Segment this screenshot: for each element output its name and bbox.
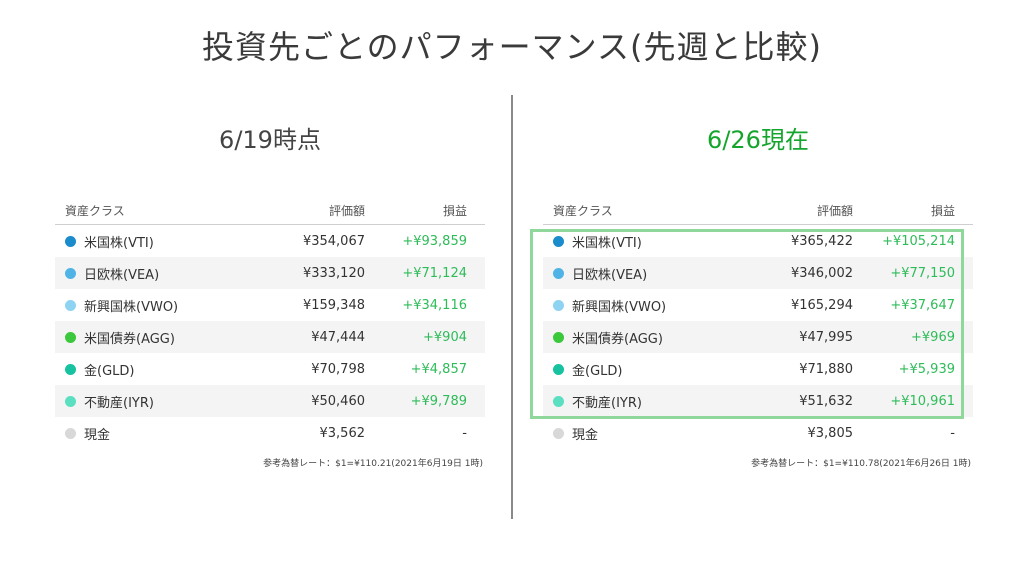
asset-pl: +¥969 bbox=[911, 329, 955, 345]
table-row: 日欧株(VEA) ¥333,120 +¥71,124 bbox=[55, 257, 485, 289]
asset-pl: +¥34,116 bbox=[402, 297, 467, 313]
table-row: 新興国株(VWO) ¥159,348 +¥34,116 bbox=[55, 289, 485, 321]
holdings-table-current: 資産クラス 評価額 損益 米国株(VTI) ¥365,422 +¥105,214… bbox=[543, 196, 973, 449]
asset-value: ¥365,422 bbox=[790, 233, 853, 249]
table-row: 米国債券(AGG) ¥47,995 +¥969 bbox=[543, 321, 973, 353]
asset-name: 米国債券(AGG) bbox=[84, 331, 175, 347]
asset-pl: +¥10,961 bbox=[890, 393, 955, 409]
header-asset-class: 資産クラス bbox=[65, 203, 125, 218]
asset-value: ¥3,562 bbox=[319, 425, 366, 441]
table-row: 現金 ¥3,805 - bbox=[543, 417, 973, 449]
asset-pl: +¥71,124 bbox=[402, 265, 467, 281]
asset-value: ¥165,294 bbox=[790, 297, 853, 313]
vea-color-dot bbox=[65, 267, 76, 279]
table-row: 米国株(VTI) ¥365,422 +¥105,214 bbox=[543, 225, 973, 257]
asset-value: ¥70,798 bbox=[311, 361, 365, 377]
asset-value: ¥47,444 bbox=[311, 329, 365, 345]
gld-color-dot bbox=[65, 363, 76, 375]
table-row: 日欧株(VEA) ¥346,002 +¥77,150 bbox=[543, 257, 973, 289]
asset-name: 不動産(IYR) bbox=[572, 395, 642, 411]
panel-heading-current: 6/26現在 bbox=[707, 126, 809, 154]
header-value: 評価額 bbox=[816, 203, 853, 218]
asset-value: ¥51,632 bbox=[799, 393, 853, 409]
header-pl: 損益 bbox=[442, 203, 467, 218]
asset-pl: - bbox=[950, 425, 955, 441]
asset-value: ¥47,995 bbox=[799, 329, 853, 345]
asset-pl: +¥4,857 bbox=[410, 361, 467, 377]
holdings-table-previous: 資産クラス 評価額 損益 米国株(VTI) ¥354,067 +¥93,859 … bbox=[55, 196, 485, 449]
cash-color-dot bbox=[553, 427, 564, 439]
asset-pl: +¥37,647 bbox=[890, 297, 955, 313]
asset-value: ¥3,805 bbox=[807, 425, 854, 441]
vwo-color-dot bbox=[65, 299, 76, 311]
iyr-color-dot bbox=[65, 395, 76, 407]
asset-value: ¥71,880 bbox=[799, 361, 853, 377]
asset-name: 金(GLD) bbox=[84, 363, 135, 379]
cash-color-dot bbox=[65, 427, 76, 439]
highlight-box bbox=[530, 229, 964, 419]
asset-name: 米国株(VTI) bbox=[572, 235, 642, 251]
asset-pl: +¥105,214 bbox=[882, 233, 955, 249]
asset-name: 新興国株(VWO) bbox=[84, 299, 179, 315]
asset-pl: +¥5,939 bbox=[898, 361, 955, 377]
table-header: 資産クラス 評価額 損益 bbox=[55, 196, 485, 225]
fx-rate-note: 参考為替レート：$1=¥110.21(2021年6月19日 1時) bbox=[263, 459, 483, 469]
header-pl: 損益 bbox=[930, 203, 955, 218]
asset-value: ¥333,120 bbox=[302, 265, 365, 281]
vwo-color-dot bbox=[553, 299, 564, 311]
table-row: 米国債券(AGG) ¥47,444 +¥904 bbox=[55, 321, 485, 353]
iyr-color-dot bbox=[553, 395, 564, 407]
agg-color-dot bbox=[65, 331, 76, 343]
asset-value: ¥50,460 bbox=[311, 393, 365, 409]
asset-pl: +¥93,859 bbox=[402, 233, 467, 249]
asset-pl: +¥9,789 bbox=[410, 393, 467, 409]
fx-rate-note: 参考為替レート：$1=¥110.78(2021年6月26日 1時) bbox=[751, 459, 971, 469]
table-row: 現金 ¥3,562 - bbox=[55, 417, 485, 449]
page-title: 投資先ごとのパフォーマンス(先週と比較) bbox=[201, 28, 822, 66]
table-row: 不動産(IYR) ¥51,632 +¥10,961 bbox=[543, 385, 973, 417]
asset-name: 米国株(VTI) bbox=[84, 235, 154, 251]
gld-color-dot bbox=[553, 363, 564, 375]
asset-value: ¥354,067 bbox=[302, 233, 365, 249]
table-row: 新興国株(VWO) ¥165,294 +¥37,647 bbox=[543, 289, 973, 321]
vea-color-dot bbox=[553, 267, 564, 279]
table-header: 資産クラス 評価額 損益 bbox=[543, 196, 973, 225]
asset-name: 日欧株(VEA) bbox=[572, 267, 648, 283]
asset-pl: +¥904 bbox=[423, 329, 467, 345]
asset-name: 日欧株(VEA) bbox=[84, 267, 160, 283]
asset-pl: +¥77,150 bbox=[890, 265, 955, 281]
table-row: 米国株(VTI) ¥354,067 +¥93,859 bbox=[55, 225, 485, 257]
table-row: 不動産(IYR) ¥50,460 +¥9,789 bbox=[55, 385, 485, 417]
agg-color-dot bbox=[553, 331, 564, 343]
table-row: 金(GLD) ¥70,798 +¥4,857 bbox=[55, 353, 485, 385]
asset-value: ¥346,002 bbox=[790, 265, 853, 281]
asset-name: 新興国株(VWO) bbox=[572, 299, 667, 315]
table-row: 金(GLD) ¥71,880 +¥5,939 bbox=[543, 353, 973, 385]
panel-heading-previous: 6/19時点 bbox=[219, 126, 321, 154]
vti-color-dot bbox=[65, 235, 76, 247]
asset-name: 米国債券(AGG) bbox=[572, 331, 663, 347]
asset-name: 金(GLD) bbox=[572, 363, 623, 379]
header-asset-class: 資産クラス bbox=[553, 203, 613, 218]
asset-name: 現金 bbox=[572, 427, 599, 443]
vti-color-dot bbox=[553, 235, 564, 247]
header-value: 評価額 bbox=[328, 203, 365, 218]
asset-pl: - bbox=[462, 425, 467, 441]
asset-name: 不動産(IYR) bbox=[84, 395, 154, 411]
asset-name: 現金 bbox=[84, 427, 111, 443]
asset-value: ¥159,348 bbox=[302, 297, 365, 313]
center-divider bbox=[511, 95, 513, 519]
